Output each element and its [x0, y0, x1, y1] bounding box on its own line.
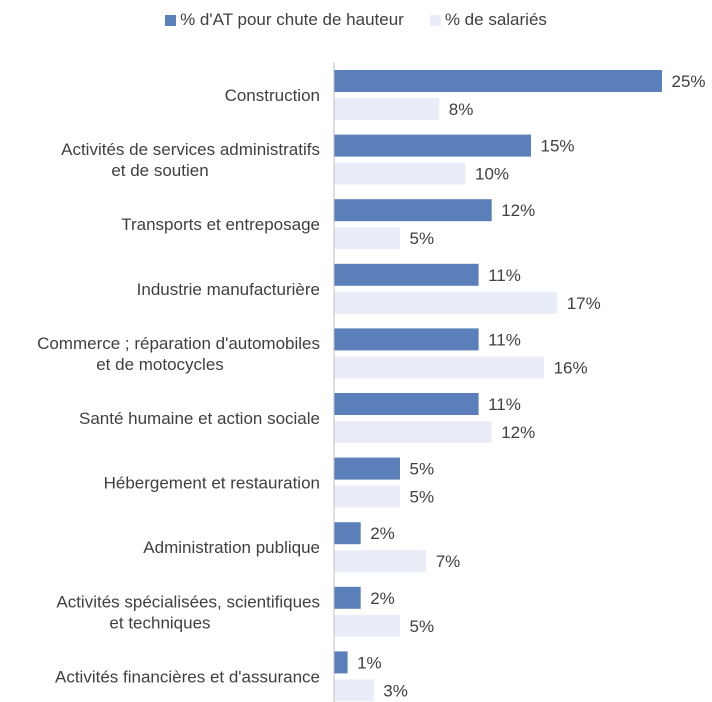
data-label-at-chute: 2% — [370, 524, 395, 543]
data-label-salaries: 12% — [501, 423, 535, 442]
category-label: Construction — [225, 86, 320, 105]
bar-at-chute — [334, 70, 662, 92]
legend-swatch-salaries — [429, 14, 441, 26]
bar-salaries — [334, 550, 427, 573]
bar-salaries — [334, 227, 400, 250]
bar-salaries — [334, 421, 492, 443]
category-label: Activités financières et d'assurance — [55, 667, 320, 686]
bar-salaries — [334, 485, 400, 508]
category-label: Administration publique — [143, 538, 320, 557]
category-label: Santé humaine et action sociale — [79, 409, 320, 428]
data-label-at-chute: 2% — [370, 589, 395, 608]
bar-at-chute — [334, 263, 479, 286]
category-label: Commerce ; réparation d'automobiles — [37, 334, 320, 353]
category-label: et de motocycles — [96, 355, 224, 374]
data-label-at-chute: 5% — [410, 460, 435, 479]
bar-at-chute — [334, 393, 479, 415]
legend-label-at-chute: % d'AT pour chute de hauteur — [180, 10, 404, 29]
legend-label-salaries: % de salariés — [444, 10, 547, 29]
data-label-salaries: 8% — [449, 100, 474, 119]
category-label: et techniques — [109, 613, 210, 632]
data-label-salaries: 5% — [410, 229, 435, 248]
data-label-at-chute: 1% — [357, 653, 382, 672]
bar-salaries — [334, 98, 440, 120]
category-label: Industrie manufacturière — [137, 280, 320, 299]
data-label-at-chute: 25% — [672, 72, 706, 91]
bar-at-chute — [334, 134, 531, 157]
legend-swatch-at-chute — [165, 14, 177, 26]
legend-item-at-chute: % d'AT pour chute de hauteur — [165, 10, 404, 30]
bar-at-chute — [334, 586, 361, 609]
data-label-salaries: 16% — [554, 358, 588, 377]
bar-at-chute — [334, 457, 400, 480]
data-label-at-chute: 11% — [488, 266, 521, 285]
bar-salaries — [334, 162, 466, 185]
bar-at-chute — [334, 328, 479, 351]
data-label-salaries: 5% — [410, 488, 435, 507]
bar-salaries — [334, 356, 545, 379]
category-label: et de soutien — [111, 161, 208, 180]
category-label: Transports et entreposage — [121, 215, 320, 234]
bar-at-chute — [334, 651, 348, 674]
data-label-salaries: 7% — [436, 552, 461, 571]
legend-item-salaries: % de salariés — [429, 10, 547, 30]
category-label: Activités de services administratifs — [61, 140, 320, 159]
data-label-at-chute: 11% — [488, 395, 521, 414]
data-label-salaries: 3% — [383, 681, 408, 700]
data-label-salaries: 10% — [475, 165, 509, 184]
data-label-salaries: 5% — [410, 617, 435, 636]
data-label-at-chute: 12% — [501, 201, 535, 220]
data-label-at-chute: 11% — [488, 330, 521, 349]
bar-salaries — [334, 614, 400, 637]
data-label-salaries: 17% — [567, 294, 601, 313]
data-label-at-chute: 15% — [541, 137, 575, 156]
category-label: Hébergement et restauration — [104, 474, 320, 493]
bar-at-chute — [334, 199, 492, 222]
bar-at-chute — [334, 522, 361, 545]
bar-salaries — [334, 679, 374, 702]
legend: % d'AT pour chute de hauteur % de salari… — [0, 10, 712, 30]
category-label: Activités spécialisées, scientifiques — [56, 592, 320, 611]
bar-salaries — [334, 291, 558, 314]
